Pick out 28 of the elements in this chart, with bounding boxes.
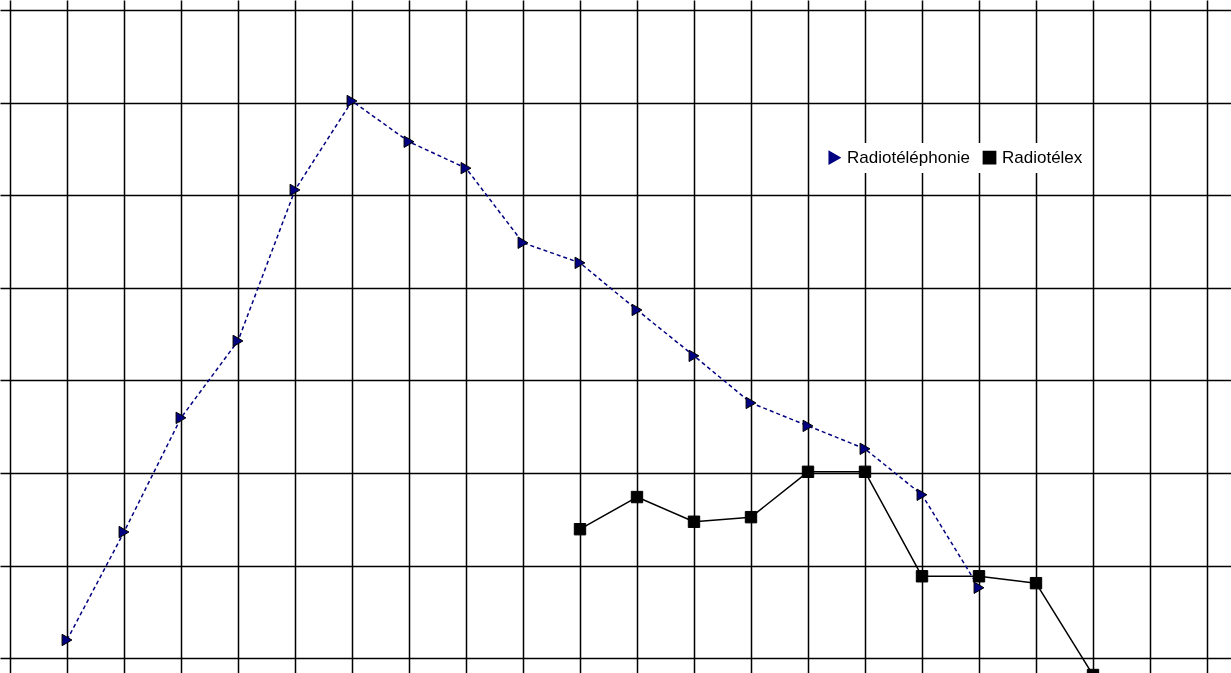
point [916, 488, 928, 501]
point [859, 442, 871, 456]
point [915, 570, 929, 583]
point [972, 570, 986, 583]
point [802, 419, 814, 433]
point [687, 515, 701, 528]
point [460, 161, 472, 175]
legend-label: Radiotéléphonie [847, 147, 970, 167]
point [688, 349, 700, 363]
point [574, 256, 586, 270]
point [630, 490, 644, 504]
point [1029, 576, 1043, 590]
point [573, 523, 587, 536]
point [61, 633, 73, 647]
point [801, 465, 815, 478]
point [289, 183, 301, 197]
point [517, 236, 529, 249]
point [745, 396, 757, 410]
legend-label: Radiotélex [1002, 147, 1083, 167]
point [403, 135, 415, 148]
point [858, 465, 872, 478]
point [175, 411, 187, 425]
point [118, 525, 130, 539]
point [973, 581, 985, 594]
point [346, 94, 358, 108]
point [631, 303, 643, 317]
point [232, 334, 244, 348]
point [744, 510, 758, 524]
